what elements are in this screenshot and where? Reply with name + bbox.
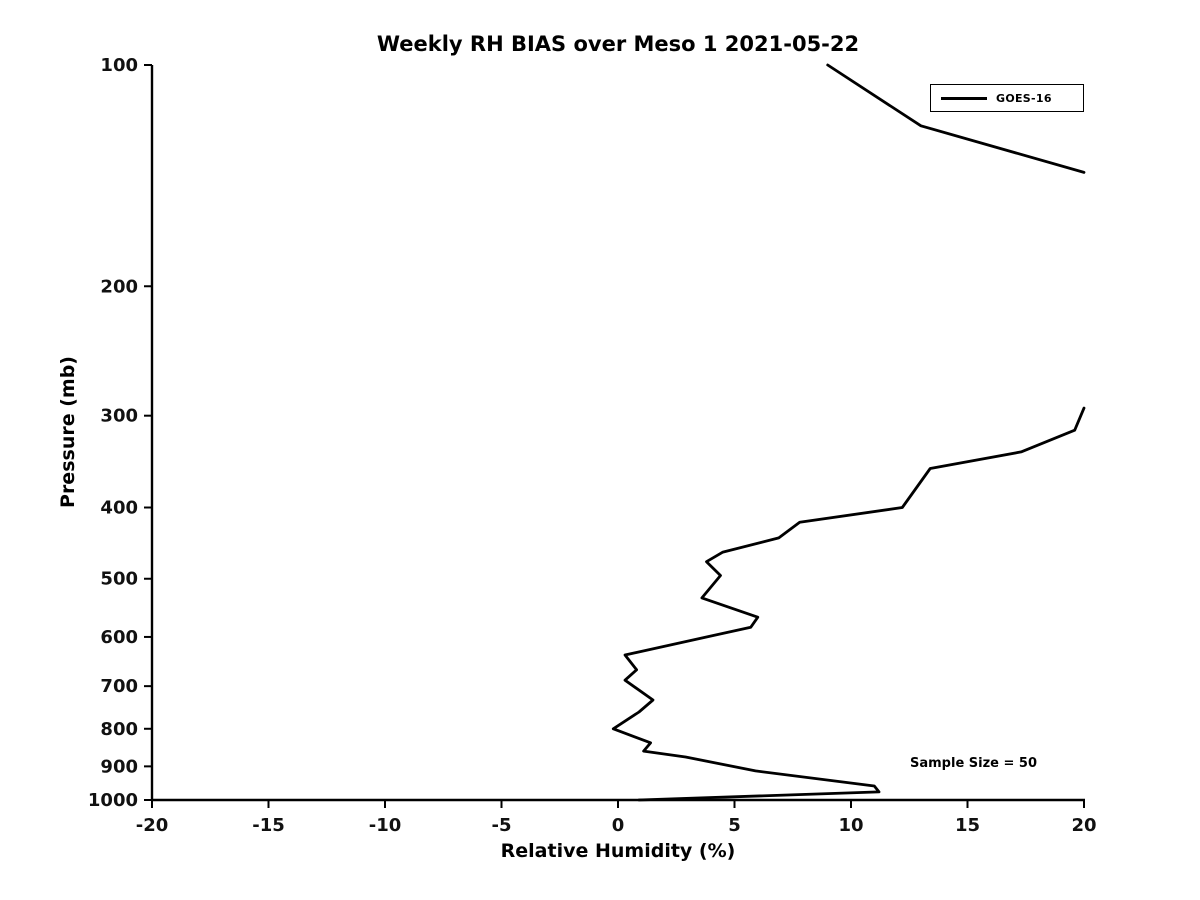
x-tick-label: -20 xyxy=(136,815,169,836)
y-tick-label: 1000 xyxy=(88,790,138,811)
x-tick-label: 20 xyxy=(1071,815,1096,836)
y-tick-label: 900 xyxy=(100,756,138,777)
y-tick-label: 300 xyxy=(100,406,138,427)
y-tick-label: 800 xyxy=(100,719,138,740)
x-tick-label: -5 xyxy=(492,815,512,836)
chart-title: Weekly RH BIAS over Meso 1 2021-05-22 xyxy=(376,32,860,56)
y-tick-label: 600 xyxy=(100,627,138,648)
data-line-segment xyxy=(826,63,1086,174)
legend-line-sample xyxy=(941,96,987,100)
x-axis-label: Relative Humidity (%) xyxy=(500,840,736,862)
y-tick-label: 400 xyxy=(100,498,138,519)
x-tick-label: -15 xyxy=(252,815,285,836)
y-tick-label: 500 xyxy=(100,569,138,590)
x-tick-label: 10 xyxy=(838,815,863,836)
y-tick-label: 100 xyxy=(100,55,138,76)
y-axis-label: Pressure (mb) xyxy=(57,356,79,508)
legend-label: GOES-16 xyxy=(996,91,1052,105)
x-tick-label: 15 xyxy=(955,815,980,836)
legend: GOES-16 xyxy=(930,84,1084,112)
x-tick-label: 5 xyxy=(728,815,741,836)
sample-size-annotation: Sample Size = 50 xyxy=(910,756,1038,771)
y-tick-label: 700 xyxy=(100,676,138,697)
x-tick-label: -10 xyxy=(369,815,402,836)
y-tick-label: 200 xyxy=(100,276,138,297)
data-line-segment xyxy=(611,406,1086,802)
x-tick-label: 0 xyxy=(612,815,625,836)
